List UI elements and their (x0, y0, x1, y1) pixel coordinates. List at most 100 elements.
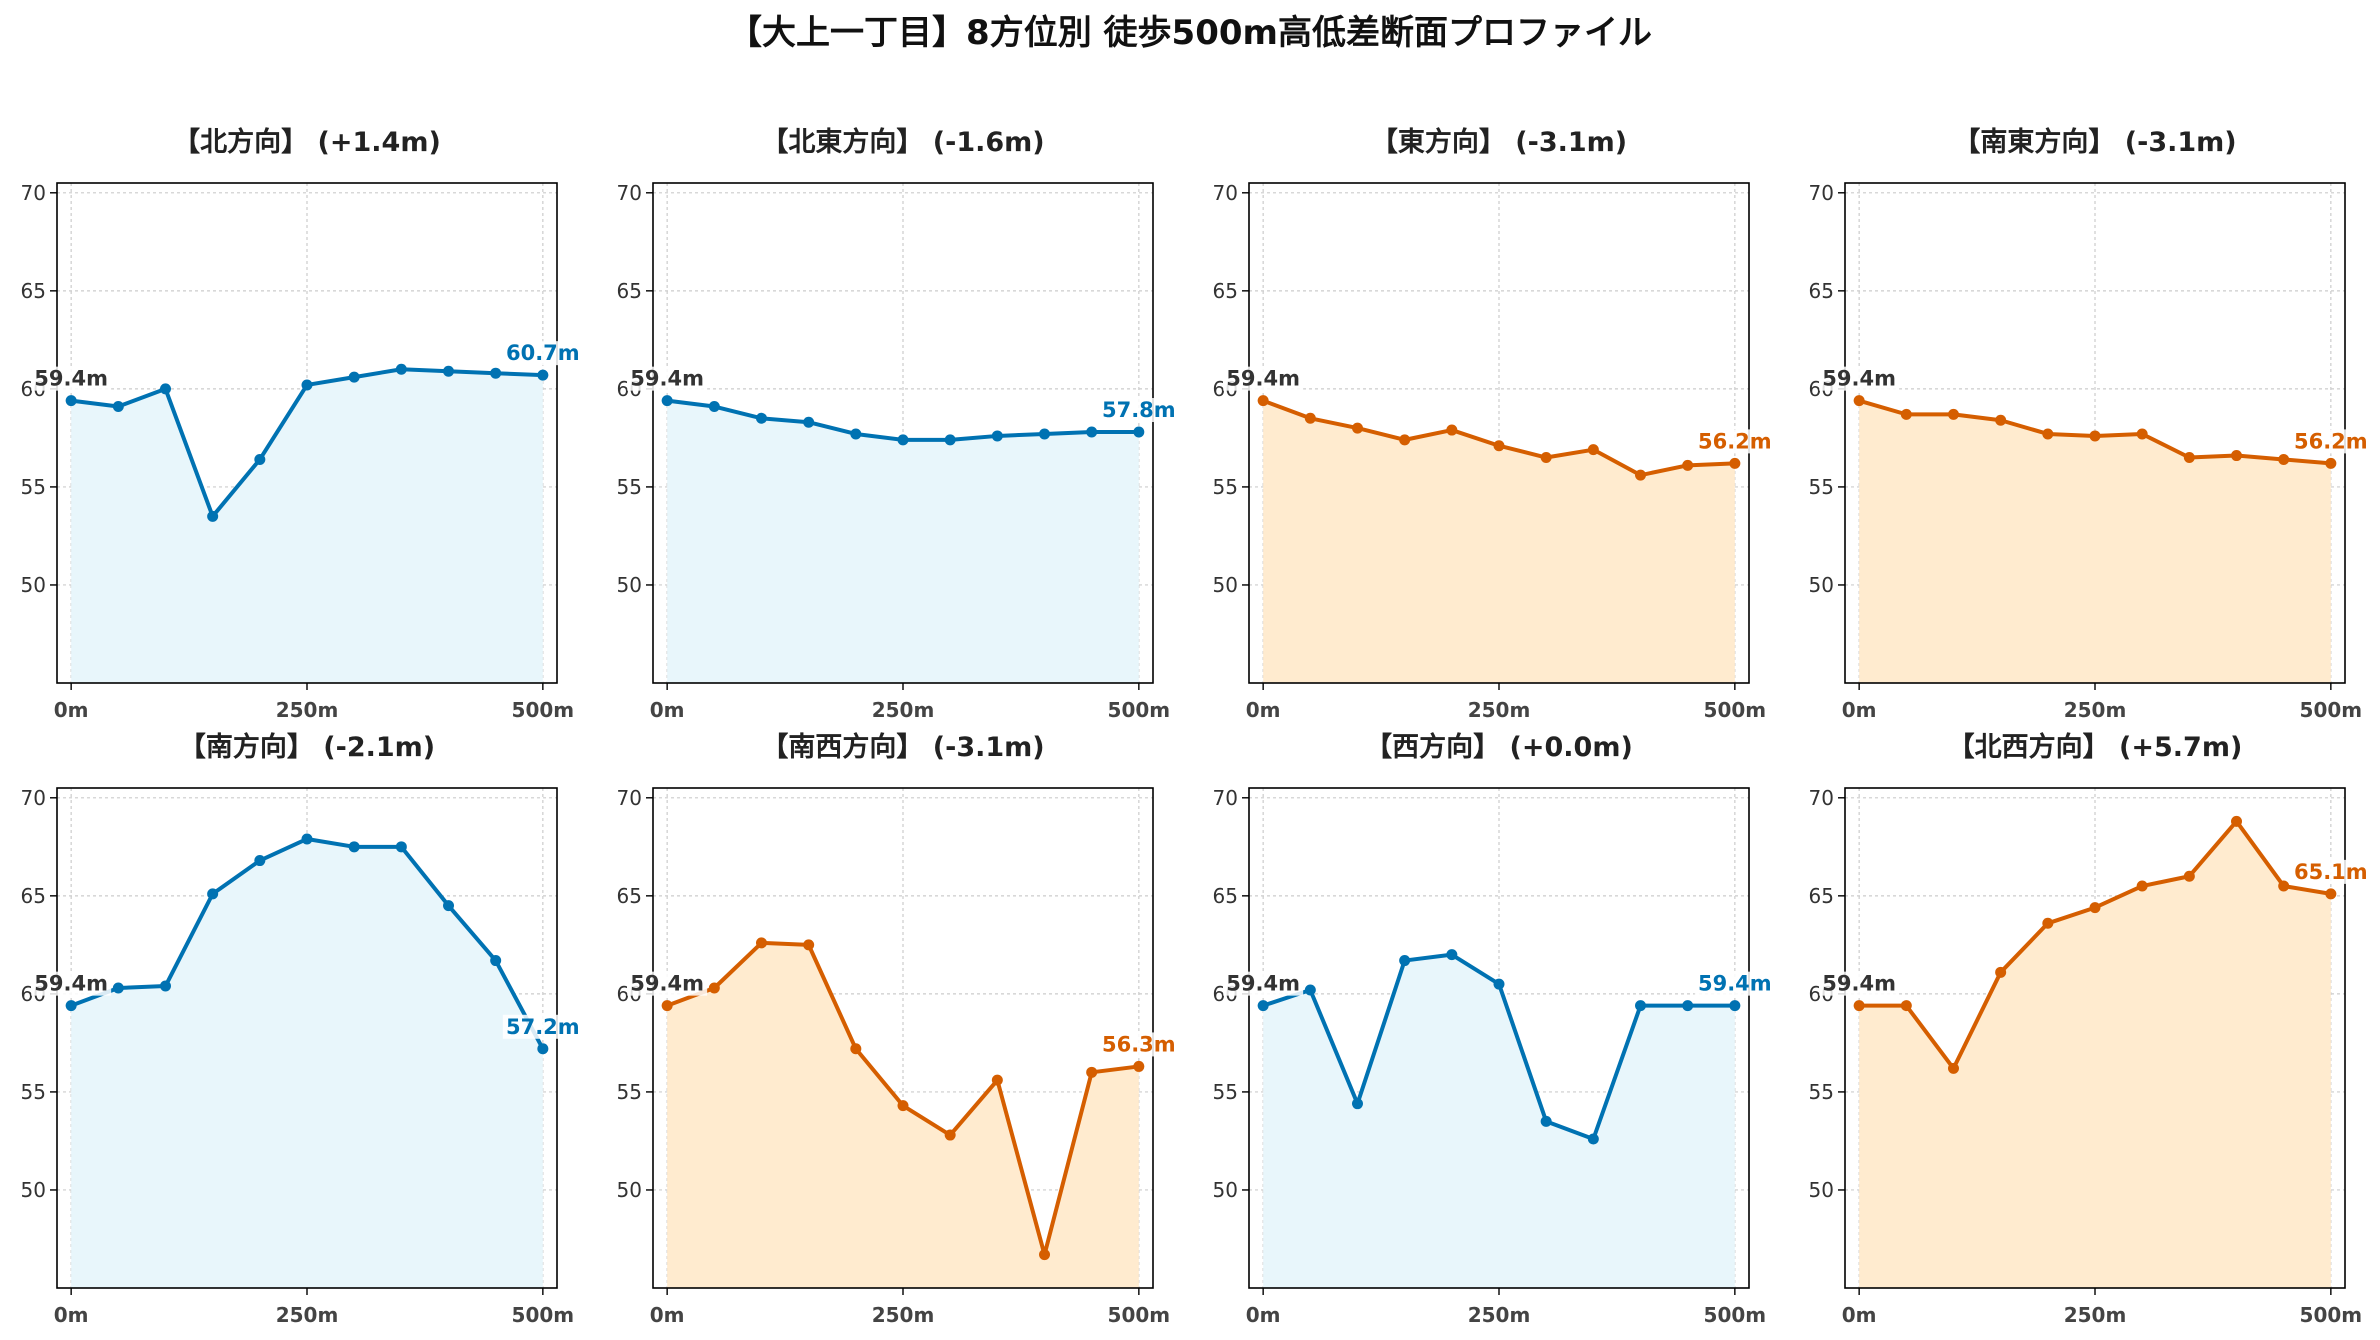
x-tick-label: 500m (1704, 1303, 1767, 1327)
data-point (1133, 426, 1145, 438)
data-point (2089, 430, 2101, 442)
data-point (490, 955, 502, 967)
panel-title: 【東方向】 (-3.1m) (1371, 126, 1627, 158)
end-label-box (2290, 429, 2371, 454)
x-tick-label: 0m (1842, 1303, 1877, 1327)
data-point (1540, 452, 1552, 464)
y-tick-label: 70 (617, 181, 642, 205)
data-point (1351, 422, 1363, 434)
panel-title: 【北西方向】 (+5.7m) (1948, 731, 2243, 763)
end-elevation-label: 57.2m (506, 1015, 580, 1039)
panel-title: 【南西方向】 (-3.1m) (761, 731, 1044, 763)
x-tick-label: 500m (2300, 1303, 2363, 1327)
y-tick-label: 65 (1809, 884, 1834, 908)
y-tick-label: 70 (1213, 786, 1238, 810)
data-point (850, 428, 862, 440)
panels-grid: 【北方向】 (+1.4m)50556065700m250m500m59.4m60… (21, 126, 2371, 1327)
x-tick-label: 250m (2064, 1303, 2127, 1327)
data-point (207, 888, 219, 900)
data-point (1399, 434, 1411, 446)
y-tick-label: 50 (1809, 1178, 1834, 1202)
data-point (897, 434, 909, 446)
end-elevation-label: 56.2m (2294, 429, 2368, 453)
data-point (301, 833, 313, 845)
data-point (537, 1043, 549, 1055)
data-point (1446, 949, 1458, 961)
data-point (1587, 1133, 1599, 1145)
data-point (1729, 457, 1741, 469)
data-point (2278, 880, 2290, 892)
y-tick-label: 65 (1213, 279, 1238, 303)
start-label-box (1223, 366, 1304, 391)
y-tick-label: 55 (1213, 1080, 1238, 1104)
data-point (112, 401, 124, 413)
data-point (1039, 1249, 1051, 1261)
data-point (2231, 815, 2243, 827)
start-label-box (31, 366, 112, 391)
data-point (1086, 426, 1098, 438)
data-point (1900, 408, 1912, 420)
data-point (803, 939, 815, 951)
y-tick-label: 70 (1809, 181, 1834, 205)
data-point (944, 1129, 956, 1141)
data-point (254, 855, 266, 867)
data-point (755, 937, 767, 949)
y-tick-label: 70 (1213, 181, 1238, 205)
data-point (2278, 453, 2290, 465)
profile-panel: 【北方向】 (+1.4m)50556065700m250m500m59.4m60… (21, 126, 583, 722)
data-point (661, 395, 673, 407)
data-point (1304, 984, 1316, 996)
data-point (1540, 1115, 1552, 1127)
start-elevation-label: 59.4m (630, 367, 704, 391)
x-tick-label: 250m (276, 1303, 339, 1327)
data-point (2325, 457, 2337, 469)
x-tick-label: 500m (512, 1303, 575, 1327)
data-point (1351, 1098, 1363, 1110)
end-elevation-label: 60.7m (506, 341, 580, 365)
area-fill (1263, 400, 1735, 683)
data-point (1493, 440, 1505, 452)
x-tick-label: 250m (872, 1303, 935, 1327)
panel-title: 【西方向】 (+0.0m) (1365, 731, 1633, 763)
data-point (1729, 1000, 1741, 1012)
profile-panel: 【東方向】 (-3.1m)50556065700m250m500m59.4m56… (1213, 126, 1775, 722)
panel-title: 【北東方向】 (-1.6m) (761, 126, 1044, 158)
x-tick-label: 500m (1108, 1303, 1171, 1327)
profile-panel: 【南方向】 (-2.1m)50556065700m250m500m59.4m57… (21, 731, 583, 1327)
data-point (443, 365, 455, 377)
data-point (1257, 395, 1269, 407)
data-point (897, 1100, 909, 1112)
start-label-box (627, 366, 708, 391)
data-point (490, 367, 502, 379)
y-tick-label: 70 (21, 181, 46, 205)
data-point (2042, 428, 2054, 440)
x-tick-label: 250m (1468, 698, 1531, 722)
data-point (991, 430, 1003, 442)
data-point (443, 900, 455, 912)
end-label-box (2290, 859, 2371, 884)
x-tick-label: 0m (1842, 698, 1877, 722)
data-point (207, 510, 219, 522)
profile-panel: 【南東方向】 (-3.1m)50556065700m250m500m59.4m5… (1809, 126, 2371, 722)
end-elevation-label: 57.8m (1102, 398, 1176, 422)
start-elevation-label: 59.4m (34, 367, 108, 391)
y-tick-label: 70 (21, 786, 46, 810)
y-tick-label: 65 (617, 279, 642, 303)
y-tick-label: 70 (1809, 786, 1834, 810)
data-point (755, 412, 767, 424)
end-elevation-label: 56.3m (1102, 1032, 1176, 1056)
data-point (1086, 1066, 1098, 1078)
y-tick-label: 50 (1213, 573, 1238, 597)
data-point (803, 416, 815, 428)
x-tick-label: 0m (650, 1303, 685, 1327)
y-tick-label: 65 (617, 884, 642, 908)
x-tick-label: 500m (512, 698, 575, 722)
end-elevation-label: 65.1m (2294, 860, 2368, 884)
data-point (159, 383, 171, 395)
start-elevation-label: 59.4m (1226, 972, 1300, 996)
data-point (661, 1000, 673, 1012)
y-tick-label: 50 (617, 1178, 642, 1202)
start-elevation-label: 59.4m (1822, 972, 1896, 996)
area-fill (71, 369, 543, 683)
